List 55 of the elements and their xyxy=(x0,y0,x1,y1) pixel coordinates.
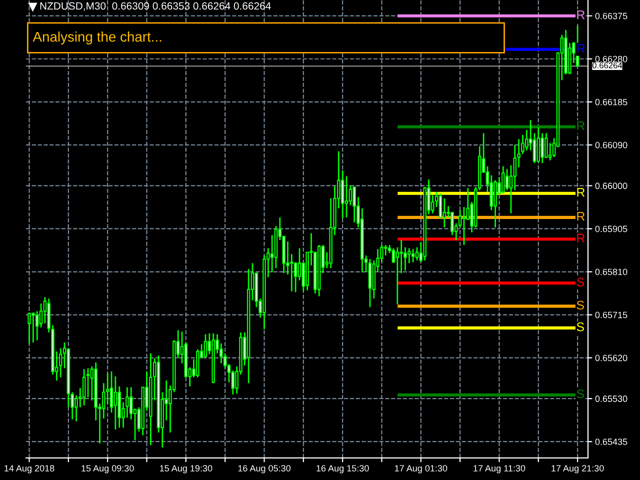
ref-line-label: R xyxy=(577,121,585,130)
candlestick xyxy=(411,248,415,263)
y-tick-label: 0.65620 xyxy=(595,354,628,362)
candlestick xyxy=(82,368,86,406)
candlestick xyxy=(442,198,446,228)
ref-line-label: S xyxy=(576,278,584,286)
candlestick xyxy=(544,132,548,159)
y-tick-label: 0.66000 xyxy=(595,182,628,190)
y-tick-label: 0.65810 xyxy=(595,268,628,276)
y-tick-label: 0.66185 xyxy=(595,98,628,106)
x-tick-label: 14 Aug 2018 xyxy=(4,465,54,474)
candlestick xyxy=(490,174,494,211)
ref-line-label: 0.66264 xyxy=(592,62,622,68)
candlestick xyxy=(348,184,352,206)
y-tick-label: 0.66280 xyxy=(595,56,628,62)
ref-line-label: R xyxy=(577,44,585,53)
candlestick xyxy=(540,132,544,164)
candlestick xyxy=(502,166,505,194)
ref-line-label: R xyxy=(577,212,585,221)
x-tick-label: 16 Aug 15:30 xyxy=(316,465,369,474)
y-tick-label: 0.65435 xyxy=(595,438,628,445)
annotation: Analysing the chart... xyxy=(32,32,162,44)
y-tick-label: 0.65530 xyxy=(595,396,628,402)
candlestick xyxy=(204,334,208,358)
y-tick-label: 0.65715 xyxy=(595,312,628,318)
ref-line-label: R xyxy=(577,10,585,20)
candlestick xyxy=(35,310,39,341)
candlestick xyxy=(352,186,356,224)
y-tick-label: 0.66090 xyxy=(595,142,628,148)
candlestick xyxy=(400,239,403,274)
ref-line-label: R xyxy=(577,234,585,242)
x-tick-label: 15 Aug 09:30 xyxy=(82,465,134,474)
candlestick xyxy=(462,206,466,246)
candlestick xyxy=(28,312,31,344)
x-tick-label: 17 Aug 11:30 xyxy=(474,465,526,474)
x-tick-label: 17 Aug 01:30 xyxy=(394,465,448,474)
ref-line-label: S xyxy=(576,322,584,332)
candlestick xyxy=(32,312,35,344)
candlestick xyxy=(58,348,62,378)
ref-line-label: S xyxy=(576,300,584,310)
chart-title: NZDUSD,M30 0.66309 0.66353 0.66264 0.66264 xyxy=(40,2,271,11)
x-tick-label: 16 Aug 05:30 xyxy=(238,465,291,474)
y-tick-label: 0.66375 xyxy=(595,12,628,20)
candlestick xyxy=(536,126,540,163)
ref-line-label: S xyxy=(576,389,584,398)
ref-line-label: R xyxy=(577,188,585,197)
x-tick-label: 15 Aug 19:30 xyxy=(160,465,212,474)
candlestick xyxy=(344,176,348,218)
candlestick xyxy=(415,246,419,262)
candlestick xyxy=(114,376,118,430)
y-tick-label: 0.65905 xyxy=(595,226,628,232)
candlestick xyxy=(384,244,388,256)
candlestick xyxy=(129,386,133,420)
candlestick xyxy=(505,168,509,191)
x-tick-label: 17 Aug 21:30 xyxy=(552,465,604,474)
